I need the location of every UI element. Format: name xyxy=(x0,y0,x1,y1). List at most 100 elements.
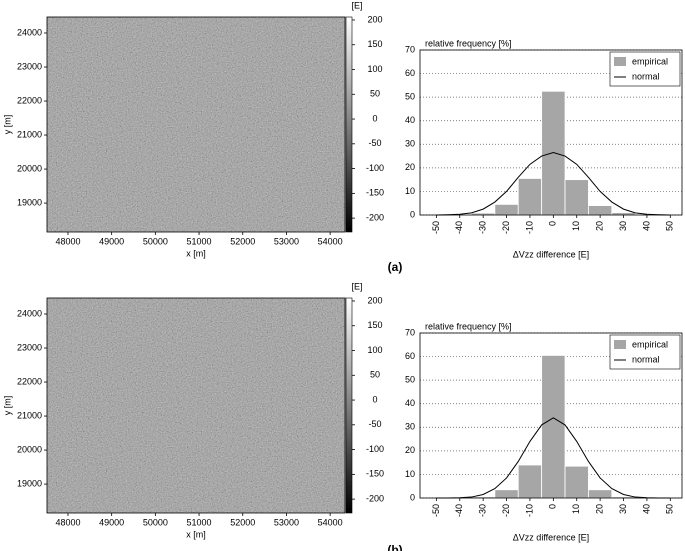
colorbar-tick-label: 50 xyxy=(370,89,380,99)
x-tick-label: -30 xyxy=(478,504,488,517)
x-axis-label: ΔVzz difference [E] xyxy=(513,532,589,542)
x-tick-label: -50 xyxy=(431,221,441,234)
x-tick-label: 50 xyxy=(665,504,675,514)
colorbar-tick-label: 150 xyxy=(367,320,382,330)
x-tick-label: 30 xyxy=(618,221,628,231)
y-tick-label: 22000 xyxy=(17,95,42,105)
x-tick-label: 48000 xyxy=(55,517,80,527)
x-axis-label: x [m] xyxy=(186,248,206,258)
y-tick-label: 24000 xyxy=(17,308,42,318)
y-tick-label: 70 xyxy=(405,44,415,54)
y-tick-label: 70 xyxy=(405,327,415,337)
y-tick-label: 40 xyxy=(405,398,415,408)
map-frame xyxy=(46,297,346,514)
y-tick-label: 20 xyxy=(405,162,415,172)
y-tick-label: 21000 xyxy=(17,129,42,139)
x-tick-label: 49000 xyxy=(99,236,124,246)
x-tick-label: -20 xyxy=(501,221,511,234)
x-tick-label: -40 xyxy=(454,504,464,517)
y-axis-label: relative frequency [%] xyxy=(425,38,512,48)
colorbar-tick-label: -100 xyxy=(366,444,384,454)
colorbar-tick-label: 150 xyxy=(367,39,382,49)
x-axis-label: x [m] xyxy=(186,529,206,539)
histogram-bar xyxy=(517,178,543,216)
normal-curve xyxy=(436,417,671,499)
x-tick-label: 52000 xyxy=(230,517,255,527)
colorbar-tick-label: 100 xyxy=(367,64,382,74)
y-tick-label: 40 xyxy=(405,115,415,125)
x-tick-label: 30 xyxy=(618,504,628,514)
x-tick-label: 52000 xyxy=(230,236,255,246)
x-tick-label: -20 xyxy=(501,504,511,517)
x-tick-label: -30 xyxy=(478,221,488,234)
normal-curve xyxy=(436,152,671,216)
x-tick-label: 53000 xyxy=(274,517,299,527)
plot-frame xyxy=(419,332,683,499)
legend-label: empirical xyxy=(632,56,668,66)
y-tick-label: 20000 xyxy=(17,163,42,173)
y-tick-label: 24000 xyxy=(17,27,42,37)
colorbar-label: [E] xyxy=(351,281,362,291)
map-noise xyxy=(47,17,345,232)
y-tick-label: 60 xyxy=(405,68,415,78)
histogram-bar xyxy=(564,465,589,499)
colorbar-tick-label: 0 xyxy=(372,113,377,123)
x-tick-label: 50 xyxy=(665,221,675,231)
y-tick-label: 60 xyxy=(405,351,415,361)
x-tick-label: 10 xyxy=(571,504,581,514)
colorbar-tick-label: 0 xyxy=(372,394,377,404)
x-tick-label: 54000 xyxy=(318,517,343,527)
x-tick-label: 20 xyxy=(595,504,605,514)
colorbar-tick-label: -50 xyxy=(368,138,381,148)
y-axis-label: y [m] xyxy=(2,115,12,135)
colorbar-tick-label: 100 xyxy=(367,345,382,355)
colorbar-tick-label: 200 xyxy=(367,14,382,24)
x-tick-label: -40 xyxy=(454,221,464,234)
map-frame xyxy=(46,16,346,233)
x-tick-label: 48000 xyxy=(55,236,80,246)
y-tick-label: 19000 xyxy=(17,478,42,488)
colorbar-tick-label: -150 xyxy=(366,469,384,479)
colorbar xyxy=(345,297,353,514)
x-tick-label: 49000 xyxy=(99,517,124,527)
y-tick-label: 21000 xyxy=(17,410,42,420)
histogram-bar xyxy=(494,203,519,216)
plot-frame xyxy=(419,49,683,216)
y-axis-label: relative frequency [%] xyxy=(425,321,512,331)
x-tick-label: 0 xyxy=(548,504,558,509)
colorbar-tick-label: -150 xyxy=(366,188,384,198)
histogram-bar xyxy=(588,205,613,216)
x-tick-label: 40 xyxy=(641,221,651,231)
x-axis-label: ΔVzz difference [E] xyxy=(513,249,589,259)
colorbar-tick-label: -200 xyxy=(366,213,384,223)
y-tick-label: 20 xyxy=(405,445,415,455)
x-tick-label: 51000 xyxy=(187,517,212,527)
histogram-bar xyxy=(494,489,519,499)
x-tick-label: 50000 xyxy=(143,517,168,527)
x-tick-label: 20 xyxy=(595,221,605,231)
x-tick-label: 51000 xyxy=(187,236,212,246)
y-axis-label: y [m] xyxy=(2,396,12,416)
y-tick-label: 30 xyxy=(405,422,415,432)
x-tick-label: 0 xyxy=(548,221,558,226)
x-tick-label: 54000 xyxy=(318,236,343,246)
x-tick-label: -50 xyxy=(431,504,441,517)
y-tick-label: 23000 xyxy=(17,61,42,71)
y-tick-label: 50 xyxy=(405,92,415,102)
legend-label: empirical xyxy=(632,339,668,349)
y-tick-label: 10 xyxy=(405,469,415,479)
legend-swatch xyxy=(614,57,626,66)
histogram-bar xyxy=(517,464,543,499)
x-tick-label: 53000 xyxy=(274,236,299,246)
panel-label: (a) xyxy=(388,260,403,274)
y-tick-label: 22000 xyxy=(17,376,42,386)
histogram-bar xyxy=(541,90,566,216)
colorbar xyxy=(345,16,353,233)
y-tick-label: 0 xyxy=(410,209,415,219)
colorbar-tick-label: -200 xyxy=(366,494,384,504)
histogram-bar xyxy=(564,179,589,216)
y-tick-label: 23000 xyxy=(17,342,42,352)
histogram-bar xyxy=(588,489,613,499)
map-noise xyxy=(47,298,345,513)
